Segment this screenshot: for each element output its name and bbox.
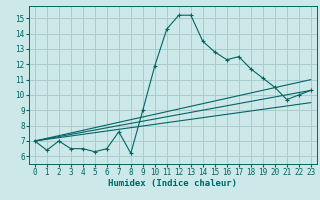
X-axis label: Humidex (Indice chaleur): Humidex (Indice chaleur) (108, 179, 237, 188)
